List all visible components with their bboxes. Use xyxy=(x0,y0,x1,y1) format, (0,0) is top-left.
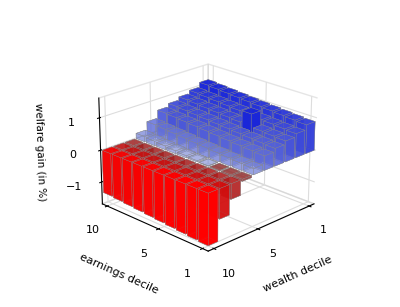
Y-axis label: earnings decile: earnings decile xyxy=(78,252,159,296)
X-axis label: wealth decile: wealth decile xyxy=(262,254,334,293)
